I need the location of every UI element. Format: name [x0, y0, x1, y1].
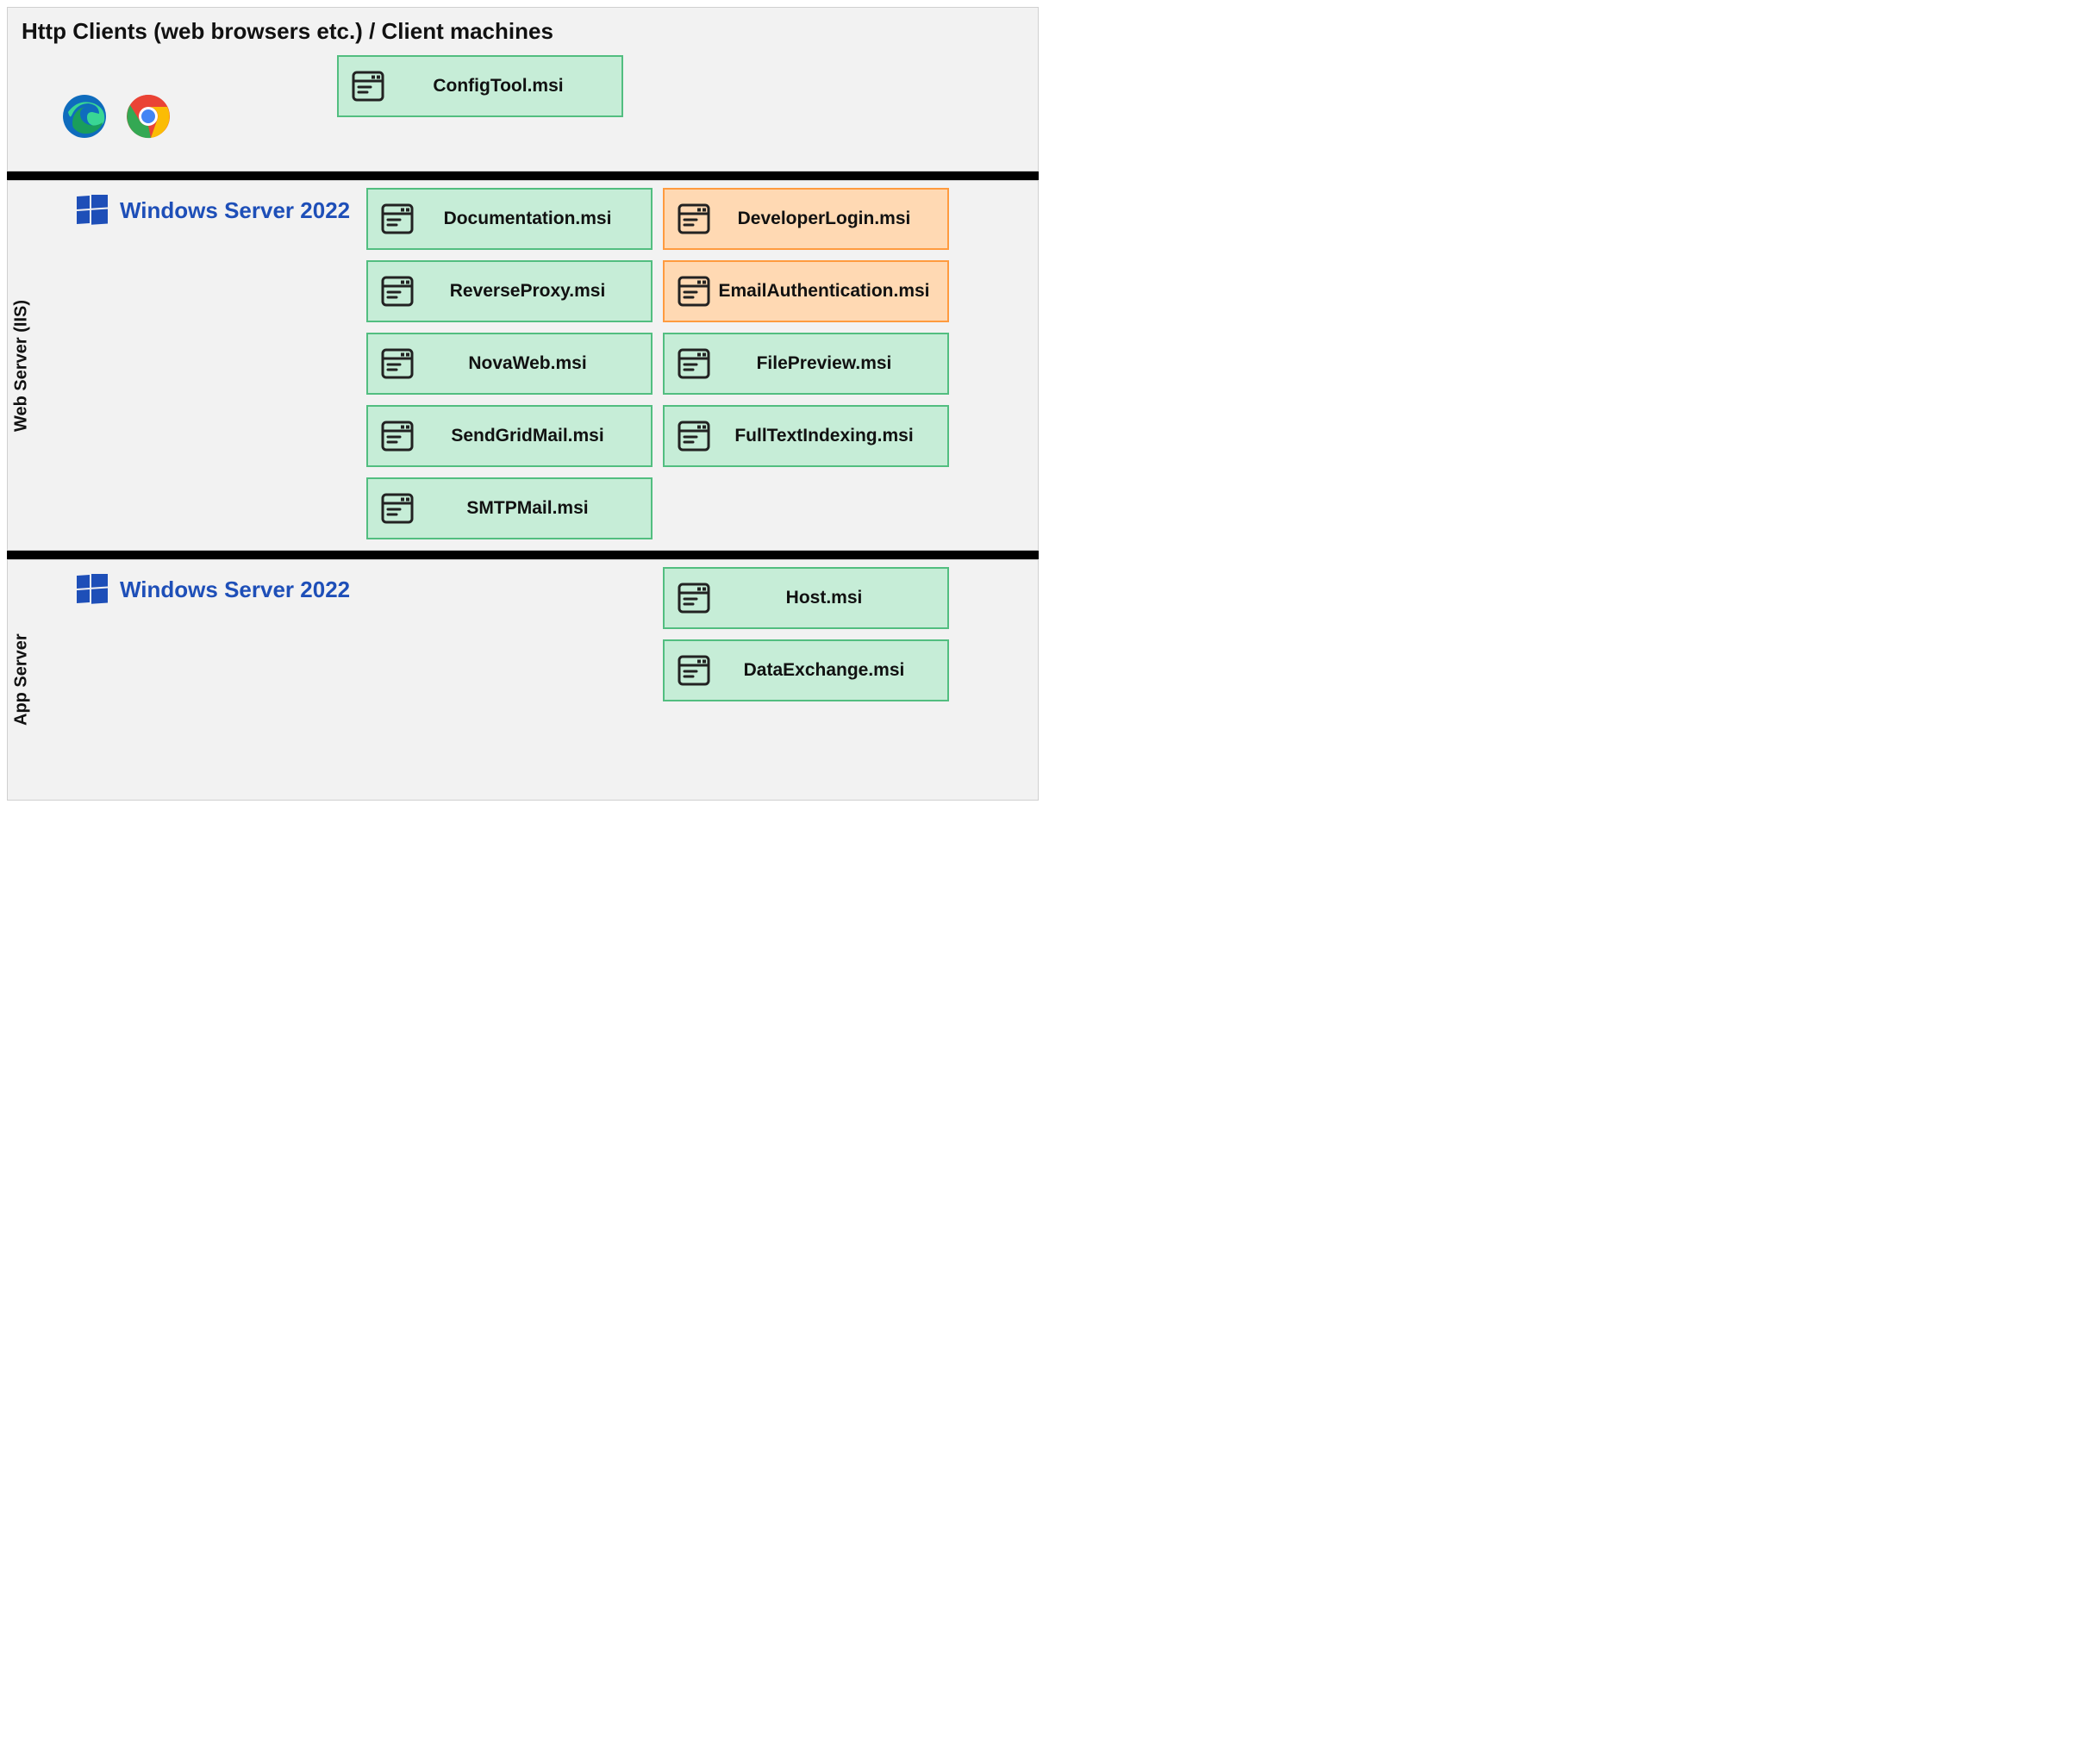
app-window-icon — [677, 653, 711, 688]
app-window-icon — [677, 346, 711, 381]
msi-box: DeveloperLogin.msi — [663, 188, 949, 250]
msi-box: SendGridMail.msi — [366, 405, 653, 467]
app-window-icon — [380, 346, 415, 381]
windows-logo-icon — [77, 574, 108, 605]
section-title-clients: Http Clients (web browsers etc.) / Clien… — [18, 15, 1027, 55]
browser-icons — [61, 93, 172, 140]
msi-box: DataExchange.msi — [663, 639, 949, 701]
app-window-icon — [380, 419, 415, 453]
divider — [7, 171, 1039, 180]
msi-col: DeveloperLogin.msi EmailAuthentication.ms… — [663, 188, 949, 539]
msi-box: Host.msi — [663, 567, 949, 629]
app-window-icon — [677, 419, 711, 453]
msi-label: EmailAuthentication.msi — [718, 281, 935, 302]
msi-col: Documentation.msi ReverseProxy.msi NovaWeb… — [366, 188, 653, 539]
app-window-icon — [351, 69, 385, 103]
msi-label: NovaWeb.msi — [422, 353, 639, 374]
msi-col: ConfigTool.msi — [337, 55, 623, 117]
chrome-icon — [125, 93, 172, 140]
app-window-icon — [677, 274, 711, 309]
msi-box: Documentation.msi — [366, 188, 653, 250]
app-window-icon — [677, 202, 711, 236]
sidebar-label-app-server: App Server — [8, 560, 37, 800]
msi-label: SMTPMail.msi — [422, 498, 639, 519]
app-window-icon — [380, 274, 415, 309]
msi-label: FullTextIndexing.msi — [718, 426, 935, 446]
app-window-icon — [380, 202, 415, 236]
section-app-server: App Server Windows Server 2022 Host.msi D… — [7, 559, 1039, 801]
app-window-icon — [677, 581, 711, 615]
windows-logo-icon — [77, 195, 108, 226]
msi-box: FullTextIndexing.msi — [663, 405, 949, 467]
msi-col — [634, 55, 920, 117]
divider — [7, 551, 1039, 559]
msi-box: EmailAuthentication.msi — [663, 260, 949, 322]
msi-box: ReverseProxy.msi — [366, 260, 653, 322]
app-window-icon — [380, 491, 415, 526]
msi-box: ConfigTool.msi — [337, 55, 623, 117]
os-label-app-server: Windows Server 2022 — [120, 577, 350, 603]
section-web-server: Web Server (IIS) Windows Server 2022 Doc… — [7, 180, 1039, 551]
section-http-clients: Http Clients (web browsers etc.) / Clien… — [7, 7, 1039, 171]
os-label-web-server: Windows Server 2022 — [120, 197, 350, 224]
msi-label: ConfigTool.msi — [392, 76, 609, 97]
edge-icon — [61, 93, 108, 140]
msi-label: ReverseProxy.msi — [422, 281, 639, 302]
msi-box: FilePreview.msi — [663, 333, 949, 395]
msi-label: FilePreview.msi — [718, 353, 935, 374]
msi-col — [366, 567, 653, 701]
msi-col: Host.msi DataExchange.msi — [663, 567, 949, 701]
msi-label: DataExchange.msi — [718, 660, 935, 681]
msi-box: SMTPMail.msi — [366, 477, 653, 539]
msi-label: SendGridMail.msi — [422, 426, 639, 446]
msi-label: Documentation.msi — [422, 209, 639, 229]
sidebar-label-web-server: Web Server (IIS) — [8, 181, 37, 550]
msi-box: NovaWeb.msi — [366, 333, 653, 395]
msi-label: Host.msi — [718, 588, 935, 608]
msi-label: DeveloperLogin.msi — [718, 209, 935, 229]
